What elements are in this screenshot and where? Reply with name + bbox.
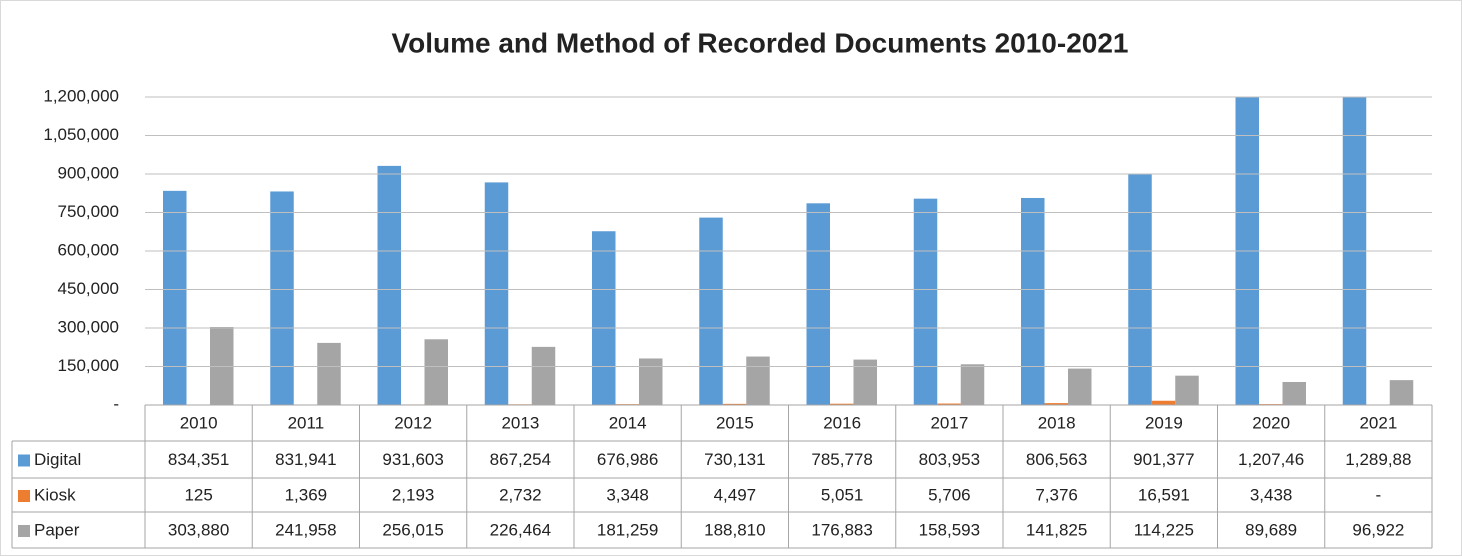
bar [639, 358, 663, 405]
x-tick-label: 2018 [1038, 413, 1076, 432]
table-value: 1,369 [285, 485, 328, 504]
y-tick-label: 150,000 [58, 356, 119, 375]
table-value: 89,689 [1245, 520, 1297, 539]
table-value: 1,207,46 [1238, 450, 1304, 469]
table-value: 303,880 [168, 520, 229, 539]
bar [1151, 400, 1176, 405]
bar [377, 165, 401, 405]
x-tick-label: 2011 [288, 413, 325, 432]
table-value: 114,225 [1134, 520, 1194, 539]
legend-swatch [18, 490, 30, 502]
y-tick-label: 1,050,000 [43, 125, 119, 144]
bar [699, 217, 723, 405]
bar [163, 190, 187, 405]
bar [830, 403, 854, 405]
x-tick-label: 2015 [716, 413, 754, 432]
x-tick-label: 2014 [609, 413, 647, 432]
table-value: - [1376, 485, 1382, 504]
table-value: 834,351 [168, 450, 229, 469]
bar [317, 342, 341, 405]
bar [1235, 97, 1259, 405]
table-value: 5,051 [821, 485, 864, 504]
table-value: 5,706 [928, 485, 971, 504]
table-value: 730,131 [704, 450, 765, 469]
x-tick-label: 2021 [1359, 413, 1397, 432]
y-tick-label: - [113, 394, 119, 413]
x-tick-label: 2019 [1145, 413, 1183, 432]
bar [746, 356, 770, 405]
y-tick-label: 450,000 [58, 279, 119, 298]
bar [806, 203, 830, 405]
table-value: 803,953 [919, 450, 980, 469]
bar [1175, 375, 1199, 405]
table-value: 241,958 [275, 520, 336, 539]
legend-label: Digital [34, 450, 81, 469]
table-value: 901,377 [1133, 450, 1194, 469]
table-value: 226,464 [490, 520, 551, 539]
table-value: 141,825 [1026, 520, 1087, 539]
table-value: 806,563 [1026, 450, 1087, 469]
bar [1044, 403, 1068, 405]
table-value: 4,497 [714, 485, 757, 504]
bar [424, 339, 448, 405]
table-value: 181,259 [597, 520, 658, 539]
bar [1021, 197, 1045, 405]
y-tick-label: 900,000 [58, 163, 119, 182]
table-value: 831,941 [275, 450, 336, 469]
x-tick-label: 2020 [1252, 413, 1290, 432]
bar [270, 191, 294, 405]
table-value: 256,015 [382, 520, 443, 539]
table-value: 931,603 [382, 450, 443, 469]
table-value: 7,376 [1035, 485, 1078, 504]
table-value: 16,591 [1138, 485, 1190, 504]
y-tick-label: 600,000 [58, 240, 119, 259]
table-value: 158,593 [919, 520, 980, 539]
x-tick-label: 2013 [501, 413, 539, 432]
bar [1282, 381, 1306, 405]
bar [937, 403, 961, 405]
x-tick-label: 2012 [394, 413, 432, 432]
legend-label: Paper [34, 520, 80, 539]
bar [722, 403, 747, 405]
bar [1342, 97, 1367, 405]
legend-label: Kiosk [34, 485, 76, 504]
y-tick-label: 300,000 [58, 317, 119, 336]
bar [531, 346, 556, 405]
bar [853, 359, 877, 405]
bar [484, 182, 509, 405]
y-tick-label: 750,000 [58, 202, 119, 221]
table-value: 785,778 [811, 450, 872, 469]
table-value: 96,922 [1352, 520, 1404, 539]
legend-swatch [18, 454, 30, 467]
table-value: 125 [184, 485, 212, 504]
x-tick-label: 2016 [823, 413, 861, 432]
legend-swatch [18, 525, 30, 537]
table-value: 188,810 [704, 520, 765, 539]
chart-title: Volume and Method of Recorded Documents … [392, 27, 1129, 58]
bar [592, 231, 616, 405]
table-value: 867,254 [490, 450, 551, 469]
bar [1068, 368, 1092, 405]
table-value: 3,438 [1250, 485, 1293, 504]
x-tick-label: 2010 [180, 413, 218, 432]
bar [1389, 380, 1414, 405]
table-value: 2,193 [392, 485, 435, 504]
table-value: 2,732 [499, 485, 542, 504]
table-value: 176,883 [811, 520, 872, 539]
table-value: 676,986 [597, 450, 658, 469]
table-value: 1,289,88 [1345, 450, 1411, 469]
x-tick-label: 2017 [930, 413, 968, 432]
y-tick-label: 1,200,000 [43, 86, 119, 105]
bar [913, 198, 938, 405]
table-value: 3,348 [606, 485, 649, 504]
bar [960, 364, 985, 405]
